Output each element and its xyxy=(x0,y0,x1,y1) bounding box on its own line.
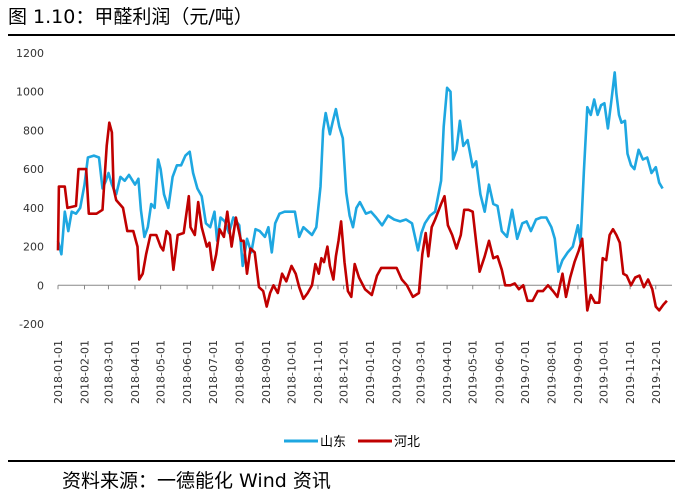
x-tick-label: 2018-06-01 xyxy=(181,340,194,404)
x-tick-label: 2018-03-01 xyxy=(102,340,115,404)
x-tick-label: 2019-02-01 xyxy=(391,340,404,404)
y-tick-label: 800 xyxy=(23,124,44,137)
x-tick-label: 2019-01-01 xyxy=(364,340,377,404)
x-tick-label: 2019-09-01 xyxy=(572,340,585,404)
x-tick-label: 2018-01-01 xyxy=(52,340,65,404)
x-tick-label: 2019-12-01 xyxy=(650,340,663,404)
x-tick-label: 2018-02-01 xyxy=(79,340,92,404)
legend-label-1: 山东 xyxy=(320,435,346,450)
y-tick-label: 1000 xyxy=(16,86,44,99)
y-tick-label: 0 xyxy=(37,279,44,292)
x-tick-label: 2019-10-01 xyxy=(598,340,611,404)
source-rule xyxy=(8,460,675,462)
series-layer xyxy=(56,71,668,312)
y-tick-label: 600 xyxy=(23,163,44,176)
x-tick-label: 2018-05-01 xyxy=(155,340,168,404)
y-tick-label: 200 xyxy=(23,241,44,254)
x-tick-label: 2019-03-01 xyxy=(415,340,428,404)
x-tick-label: 2018-08-01 xyxy=(233,340,246,404)
series-line-2 xyxy=(56,121,668,312)
title-rule xyxy=(8,34,675,36)
x-axis: 2018-01-01 2018-02-01 2018-03-01 2018-04-01… xyxy=(52,284,672,404)
x-tick-label: 2018-04-01 xyxy=(129,340,142,404)
x-tick-label: 2018-09-01 xyxy=(260,340,273,404)
legend: 山东 河北 xyxy=(284,435,420,450)
y-tick-label: 1200 xyxy=(16,47,44,60)
x-tick-label: 2019-06-01 xyxy=(493,340,506,404)
series-line-1 xyxy=(56,71,664,274)
y-tick-label: -200 xyxy=(19,318,44,331)
x-tick-label: 2018-12-01 xyxy=(338,340,351,404)
x-tick-label: 2019-05-01 xyxy=(467,340,480,404)
x-tick-label: 2019-11-01 xyxy=(624,340,637,404)
x-tick-label: 2018-11-01 xyxy=(312,340,325,404)
x-tick-label: 2019-04-01 xyxy=(441,340,454,404)
x-tick-label: 2019-07-01 xyxy=(519,340,532,404)
y-tick-label: 400 xyxy=(23,202,44,215)
figure-title: 图 1.10：甲醛利润（元/吨） xyxy=(8,6,253,28)
x-tick-label: 2018-07-01 xyxy=(207,340,220,404)
source-note: 资料来源：一德能化 Wind 资讯 xyxy=(62,470,331,492)
x-tick-label: 2018-10-01 xyxy=(285,340,298,404)
legend-label-2: 河北 xyxy=(394,435,420,450)
y-axis: -200 0 200 400 600 800 1000 1200 xyxy=(16,47,44,331)
x-tick-label: 2019-08-01 xyxy=(545,340,558,404)
